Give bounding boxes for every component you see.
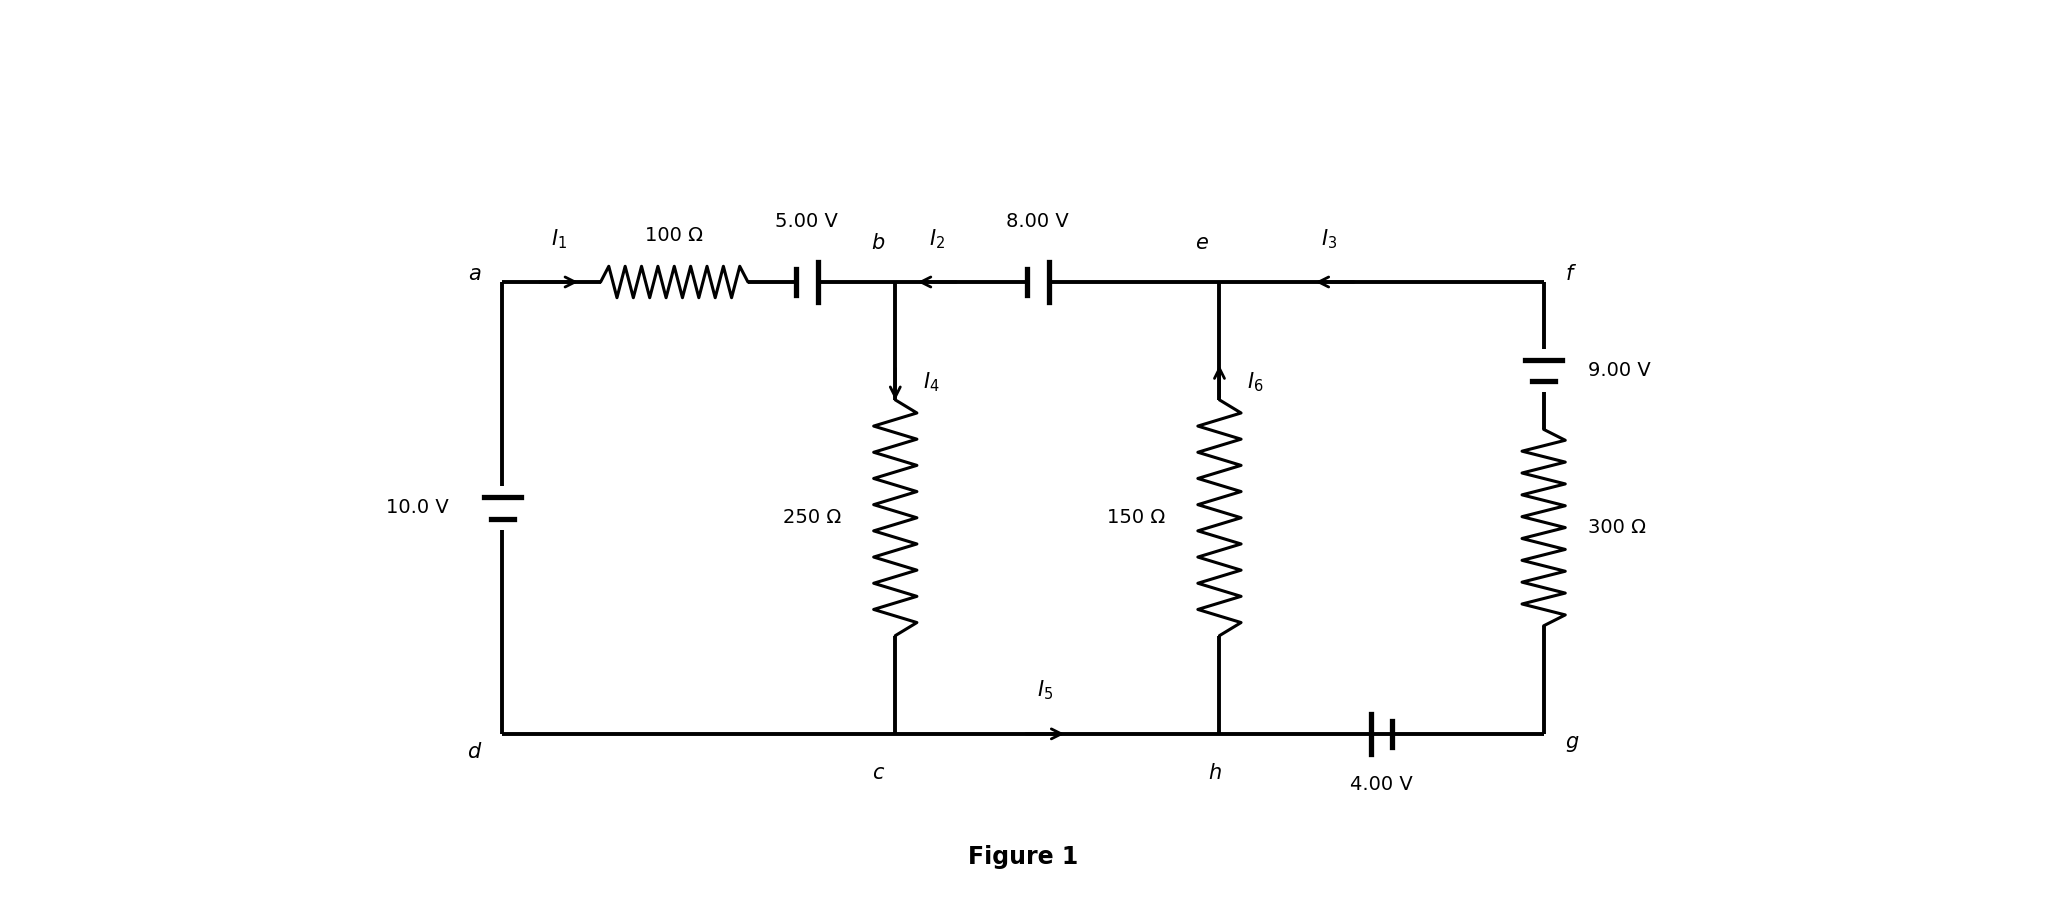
Text: 4.00 V: 4.00 V bbox=[1350, 775, 1414, 794]
Text: 5.00 V: 5.00 V bbox=[775, 212, 839, 231]
Text: g: g bbox=[1565, 732, 1580, 752]
Text: 8.00 V: 8.00 V bbox=[1007, 212, 1070, 231]
Text: 150 Ω: 150 Ω bbox=[1107, 508, 1166, 527]
Text: f: f bbox=[1565, 264, 1573, 284]
Text: a: a bbox=[469, 264, 481, 284]
Text: e: e bbox=[1195, 233, 1209, 252]
Text: 300 Ω: 300 Ω bbox=[1588, 518, 1645, 537]
Text: $I_1$: $I_1$ bbox=[550, 227, 567, 251]
Text: c: c bbox=[872, 763, 884, 783]
Text: $I_3$: $I_3$ bbox=[1322, 227, 1338, 251]
Text: 250 Ω: 250 Ω bbox=[784, 508, 841, 527]
Text: 9.00 V: 9.00 V bbox=[1588, 361, 1651, 380]
Text: $I_5$: $I_5$ bbox=[1037, 679, 1054, 702]
Text: Figure 1: Figure 1 bbox=[968, 845, 1078, 868]
Text: $I_6$: $I_6$ bbox=[1246, 370, 1264, 394]
Text: $I_4$: $I_4$ bbox=[923, 370, 939, 394]
Text: $I_2$: $I_2$ bbox=[929, 227, 945, 251]
Text: b: b bbox=[872, 233, 884, 252]
Text: h: h bbox=[1207, 763, 1221, 783]
Text: 100 Ω: 100 Ω bbox=[644, 225, 704, 244]
Text: d: d bbox=[466, 742, 481, 762]
Text: 10.0 V: 10.0 V bbox=[385, 498, 448, 517]
